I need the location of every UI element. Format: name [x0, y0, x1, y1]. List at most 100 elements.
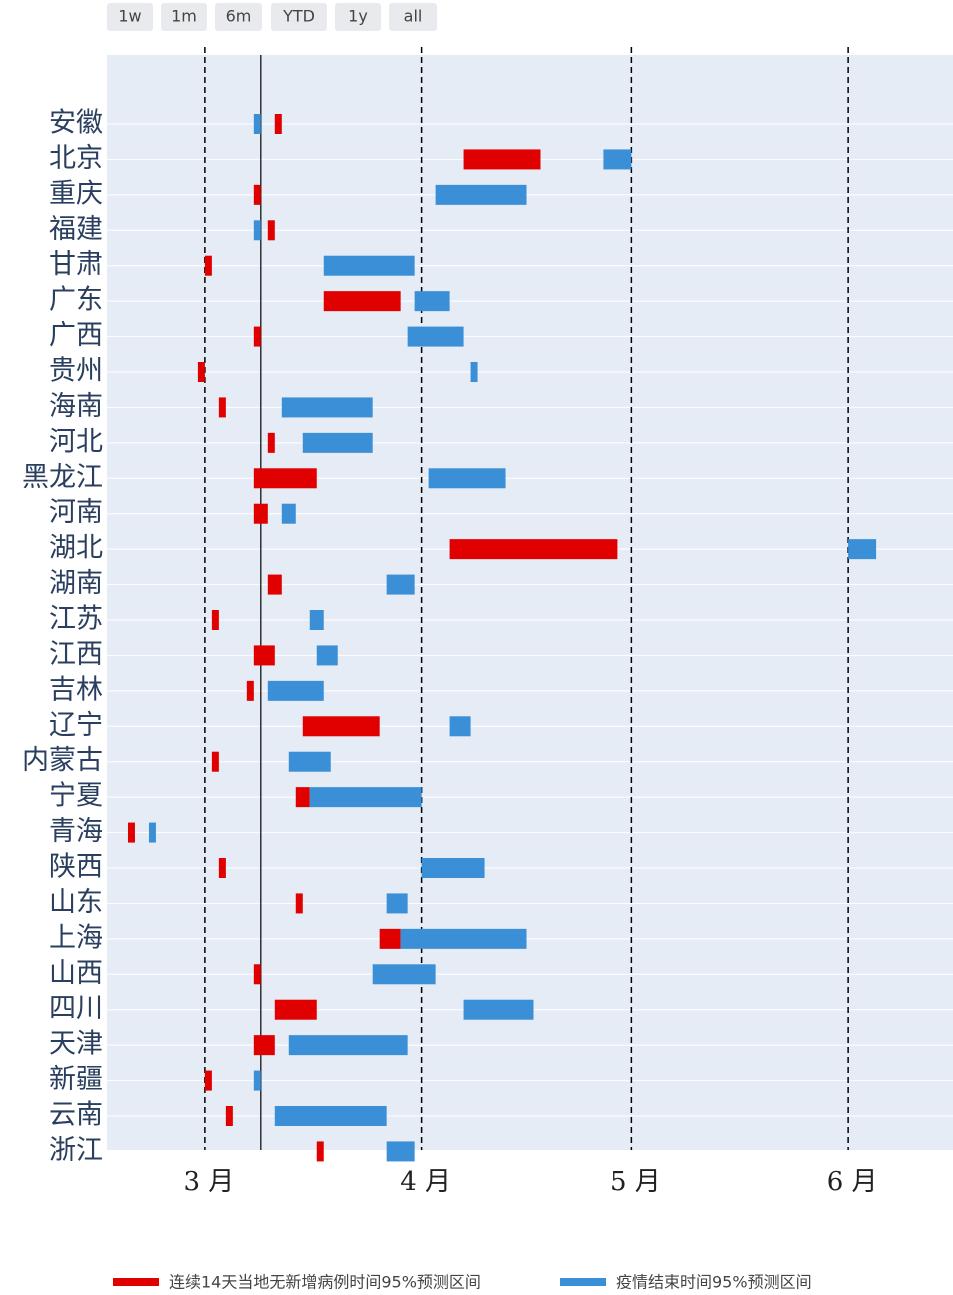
range-bar	[379, 928, 401, 949]
category-label: 江西	[49, 639, 103, 670]
range-bar	[386, 574, 415, 595]
range-bar	[323, 255, 415, 276]
range-bar	[309, 787, 422, 808]
category-label: 广东	[49, 285, 103, 316]
legend-swatch[interactable]	[113, 1278, 159, 1286]
category-label: 广西	[49, 320, 103, 351]
category-label: 重庆	[49, 178, 103, 209]
category-label: 湖北	[49, 533, 103, 564]
range-button[interactable]	[215, 3, 262, 31]
range-bar	[253, 220, 261, 241]
range-bar	[295, 787, 310, 808]
category-label: 云南	[49, 1100, 103, 1131]
range-bar	[197, 362, 205, 382]
range-bar	[372, 964, 436, 985]
range-bar	[421, 858, 485, 878]
range-bar	[211, 610, 219, 630]
range-bar	[309, 610, 324, 630]
range-bar	[463, 149, 541, 170]
category-label: 黑龙江	[22, 462, 103, 493]
range-bar	[414, 291, 450, 312]
range-button-label[interactable]: 1w	[118, 7, 141, 26]
range-bar	[253, 1035, 275, 1056]
category-label: 福建	[49, 214, 103, 245]
range-bar	[603, 149, 632, 170]
range-bar	[204, 255, 212, 276]
range-bar	[253, 468, 317, 489]
range-button-label[interactable]: YTD	[282, 7, 315, 26]
category-label: 上海	[49, 922, 103, 953]
range-button[interactable]	[389, 3, 437, 31]
range-bar	[253, 184, 261, 205]
range-bar	[386, 893, 408, 914]
range-bar	[428, 468, 506, 489]
category-label: 辽宁	[49, 710, 103, 741]
category-label: 安徽	[49, 108, 103, 139]
range-bar	[274, 114, 282, 134]
range-bar	[218, 858, 226, 878]
range-bar	[449, 539, 618, 560]
range-bar	[288, 1035, 408, 1056]
category-label: 江苏	[49, 604, 103, 635]
range-bar	[253, 964, 261, 985]
range-bar	[218, 397, 226, 418]
range-bar	[323, 291, 401, 312]
range-button[interactable]	[271, 3, 327, 31]
x-tick-label: 3 月	[183, 1167, 234, 1197]
category-label: 青海	[49, 816, 103, 847]
range-button[interactable]	[335, 3, 381, 31]
range-bar	[288, 751, 331, 772]
legend-label[interactable]: 疫情结束时间95%预测区间	[616, 1273, 812, 1292]
range-button-label[interactable]: 1y	[348, 7, 368, 26]
range-bar	[267, 574, 282, 595]
category-label: 河南	[49, 497, 103, 528]
category-label: 湖南	[49, 568, 103, 599]
range-bar	[302, 716, 380, 737]
category-label: 内蒙古	[22, 745, 103, 776]
range-bar	[281, 397, 373, 418]
category-label: 新疆	[49, 1064, 103, 1095]
range-bar	[253, 114, 261, 134]
range-button[interactable]	[107, 3, 153, 31]
range-bar	[463, 999, 534, 1020]
x-tick-label: 4 月	[400, 1167, 451, 1197]
range-bar	[848, 539, 877, 560]
range-bar	[253, 1070, 261, 1091]
range-bar	[225, 1106, 233, 1126]
range-bar	[386, 1141, 415, 1162]
range-bar	[316, 645, 338, 666]
range-bar	[211, 751, 219, 772]
range-bar	[302, 432, 373, 453]
range-button-label[interactable]: all	[404, 7, 423, 26]
range-button-label[interactable]: 6m	[226, 7, 252, 26]
category-label: 北京	[49, 143, 103, 174]
range-bar	[267, 680, 324, 701]
range-button[interactable]	[161, 3, 207, 31]
range-bar	[295, 893, 303, 914]
category-label: 山西	[49, 958, 103, 989]
legend-label[interactable]: 连续14天当地无新增病例时间95%预测区间	[169, 1273, 481, 1292]
category-label: 贵州	[49, 356, 103, 387]
category-label: 天津	[49, 1029, 103, 1060]
x-tick-label: 5 月	[610, 1167, 661, 1197]
category-label: 甘肃	[49, 249, 103, 280]
category-label: 陕西	[49, 852, 103, 883]
x-tick-label: 6 月	[827, 1167, 878, 1197]
range-bar	[470, 362, 478, 382]
category-label: 山东	[49, 887, 103, 918]
range-button-label[interactable]: 1m	[171, 7, 197, 26]
legend-swatch[interactable]	[560, 1278, 606, 1286]
range-bar	[267, 432, 275, 453]
range-bar	[204, 1070, 212, 1091]
range-bar	[267, 220, 275, 241]
range-bar	[281, 503, 296, 524]
category-label: 宁夏	[49, 781, 103, 812]
range-bar	[400, 928, 527, 949]
category-label: 四川	[49, 993, 103, 1024]
plot-area	[107, 55, 953, 1150]
range-bar	[316, 1141, 324, 1162]
range-bar	[148, 822, 156, 843]
range-bar	[246, 680, 254, 701]
category-label: 吉林	[49, 674, 103, 705]
